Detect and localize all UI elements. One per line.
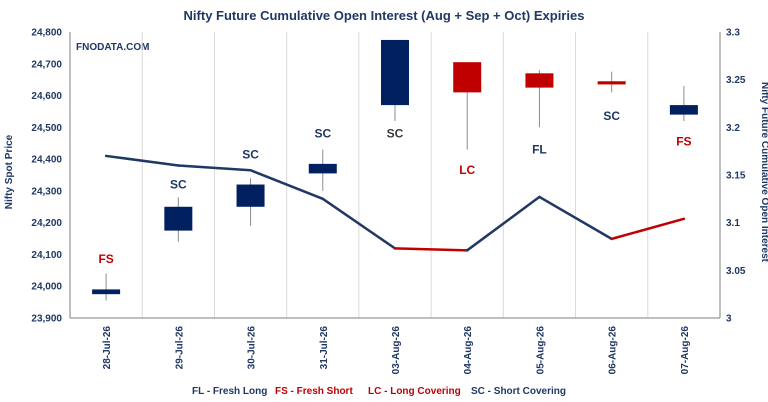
y2-tick-label: 3.15	[726, 171, 746, 182]
candles	[92, 39, 698, 301]
x-tick-label: 05-Aug-26	[535, 326, 546, 375]
y-tick-label: 24,400	[31, 155, 62, 166]
y2-tick-label: 3.05	[726, 266, 746, 277]
annotation-label: FS	[98, 252, 113, 266]
annotation-label: LC	[459, 163, 475, 177]
grid-lines	[141, 32, 649, 318]
x-ticks: 28-Jul-26 29-Jul-26 30-Jul-26 31-Jul-26 03-A…	[102, 326, 691, 375]
legend: FL - Fresh Long FS - Fresh Short LC - Long…	[192, 386, 566, 397]
candle-body	[453, 62, 482, 93]
y-tick-label: 23,900	[31, 314, 62, 325]
y2-tick-label: 3.25	[726, 75, 746, 86]
legend-entry: FL - Fresh Long	[192, 386, 267, 397]
oi-line-segment	[104, 154, 180, 167]
x-tick-label: 04-Aug-26	[463, 326, 474, 375]
annotation-label: SC	[314, 127, 331, 141]
y-axis-label: Nifty Spot Price	[4, 134, 15, 209]
oi-line-segment	[610, 217, 686, 241]
y2-axis-label: Nifty Future Cumulative Open Interest	[759, 82, 768, 263]
y2-tick-label: 3	[726, 314, 732, 325]
y-tick-label: 24,000	[31, 282, 62, 293]
candle-body	[525, 73, 554, 88]
annotation-label: SC	[242, 147, 259, 161]
x-tick-label: 07-Aug-26	[680, 326, 691, 375]
x-tick-label: 06-Aug-26	[608, 326, 619, 375]
annotation-label: FL	[532, 143, 547, 157]
oi-line-segment	[321, 197, 397, 250]
y-tick-label: 24,300	[31, 186, 62, 197]
candle-body	[308, 163, 337, 174]
y2-tick-label: 3.1	[726, 218, 740, 229]
candle-body	[669, 105, 698, 115]
candle-body	[236, 184, 265, 207]
y-tick-label: 24,600	[31, 91, 62, 102]
annotation-label: SC	[170, 178, 187, 192]
y-ticks: 23,900 24,000 24,100 24,200 24,300 24,400 24,5…	[31, 28, 62, 325]
oi-line-segment	[177, 164, 252, 172]
candle-body	[381, 39, 409, 106]
legend-entry: FS - Fresh Short	[275, 386, 353, 397]
annotation-label: FS	[676, 135, 691, 149]
legend-entry: SC - Short Covering	[471, 386, 566, 397]
x-tick-label: 28-Jul-26	[102, 326, 113, 370]
y2-tick-label: 3.3	[726, 28, 740, 39]
y2-ticks: 3 3.05 3.1 3.15 3.2 3.25 3.3	[726, 28, 746, 325]
legend-entry: LC - Long Covering	[368, 386, 461, 397]
oi-line-segment	[465, 195, 541, 252]
x-tick-label: 03-Aug-26	[391, 326, 402, 375]
candle-body	[164, 206, 193, 231]
y-tick-label: 24,500	[31, 123, 62, 134]
candle-body	[597, 81, 626, 85]
oi-line-segment	[393, 247, 469, 252]
watermark: FNODATA.COM	[76, 42, 150, 53]
y-tick-label: 24,200	[31, 218, 62, 229]
y-tick-label: 24,100	[31, 250, 62, 261]
oi-line-segment	[538, 195, 613, 241]
chart-title: Nifty Future Cumulative Open Interest (A…	[184, 8, 585, 23]
candle-body	[92, 289, 121, 295]
y2-tick-label: 3.2	[726, 123, 740, 134]
annotation-label: SC	[603, 109, 620, 123]
y-tick-label: 24,700	[31, 59, 62, 70]
oi-line	[104, 154, 686, 252]
x-tick-label: 31-Jul-26	[319, 326, 330, 370]
x-tick-label: 29-Jul-26	[174, 326, 185, 370]
oi-line-segment	[249, 168, 325, 201]
annotation-label: SC	[387, 127, 404, 141]
axes	[69, 32, 721, 319]
annotations: FS SC SC SC SC LC FL SC FS	[98, 109, 691, 266]
y-tick-label: 24,800	[31, 28, 62, 39]
x-tick-label: 30-Jul-26	[247, 326, 258, 370]
